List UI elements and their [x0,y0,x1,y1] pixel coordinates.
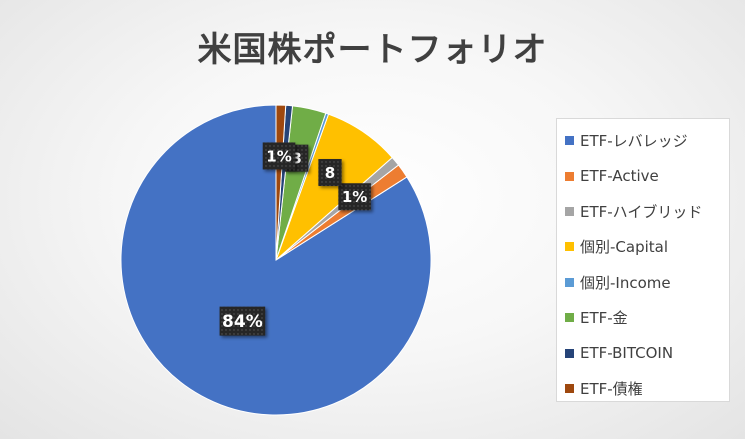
legend-item: ETF-Active [565,158,729,193]
data-label-text-2: 1% [342,188,367,206]
legend-label: 個別-Income [580,273,671,292]
legend-item: 個別-Capital [565,229,729,264]
data-label-text-1: 84% [222,312,263,332]
data-label-text-8: 1% [266,147,291,165]
legend-label: ETF-ハイブリッド [580,202,703,221]
legend-swatch [565,383,574,393]
legend-item: 個別-Income [565,265,729,300]
data-label-8: 1% [262,142,296,170]
data-label-4: 8 [318,159,342,187]
legend-label: 個別-Capital [580,238,669,257]
legend-swatch [565,136,574,146]
legend-item: ETF-金 [565,300,729,335]
data-label-text-6: 3 [291,150,301,168]
legend-swatch [565,313,574,323]
legend-swatch [565,242,574,252]
legend-label: ETF-レバレッジ [580,132,688,151]
legend-item: ETF-債権 [565,371,729,406]
chart-title: 米国株ポートフォリオ [197,30,548,70]
data-label-1: 84% [219,306,266,336]
legend-swatch [565,171,574,181]
legend-label: ETF-Active [580,167,659,186]
legend-label: ETF-債権 [580,379,643,398]
legend-label: ETF-BITCOIN [580,344,674,363]
data-label-2: 1% [338,183,371,211]
data-label-text-4: 8 [325,164,335,182]
legend: ETF-レバレッジ ETF-Active ETF-ハイブリッド 個別-Capital 個… [556,118,730,402]
legend-swatch [565,277,574,287]
legend-item: ETF-レバレッジ [565,123,729,158]
legend-item: ETF-BITCOIN [565,335,729,370]
legend-item: ETF-ハイブリッド [565,194,729,229]
legend-swatch [565,206,574,216]
legend-swatch [565,348,574,358]
legend-label: ETF-金 [580,309,628,328]
